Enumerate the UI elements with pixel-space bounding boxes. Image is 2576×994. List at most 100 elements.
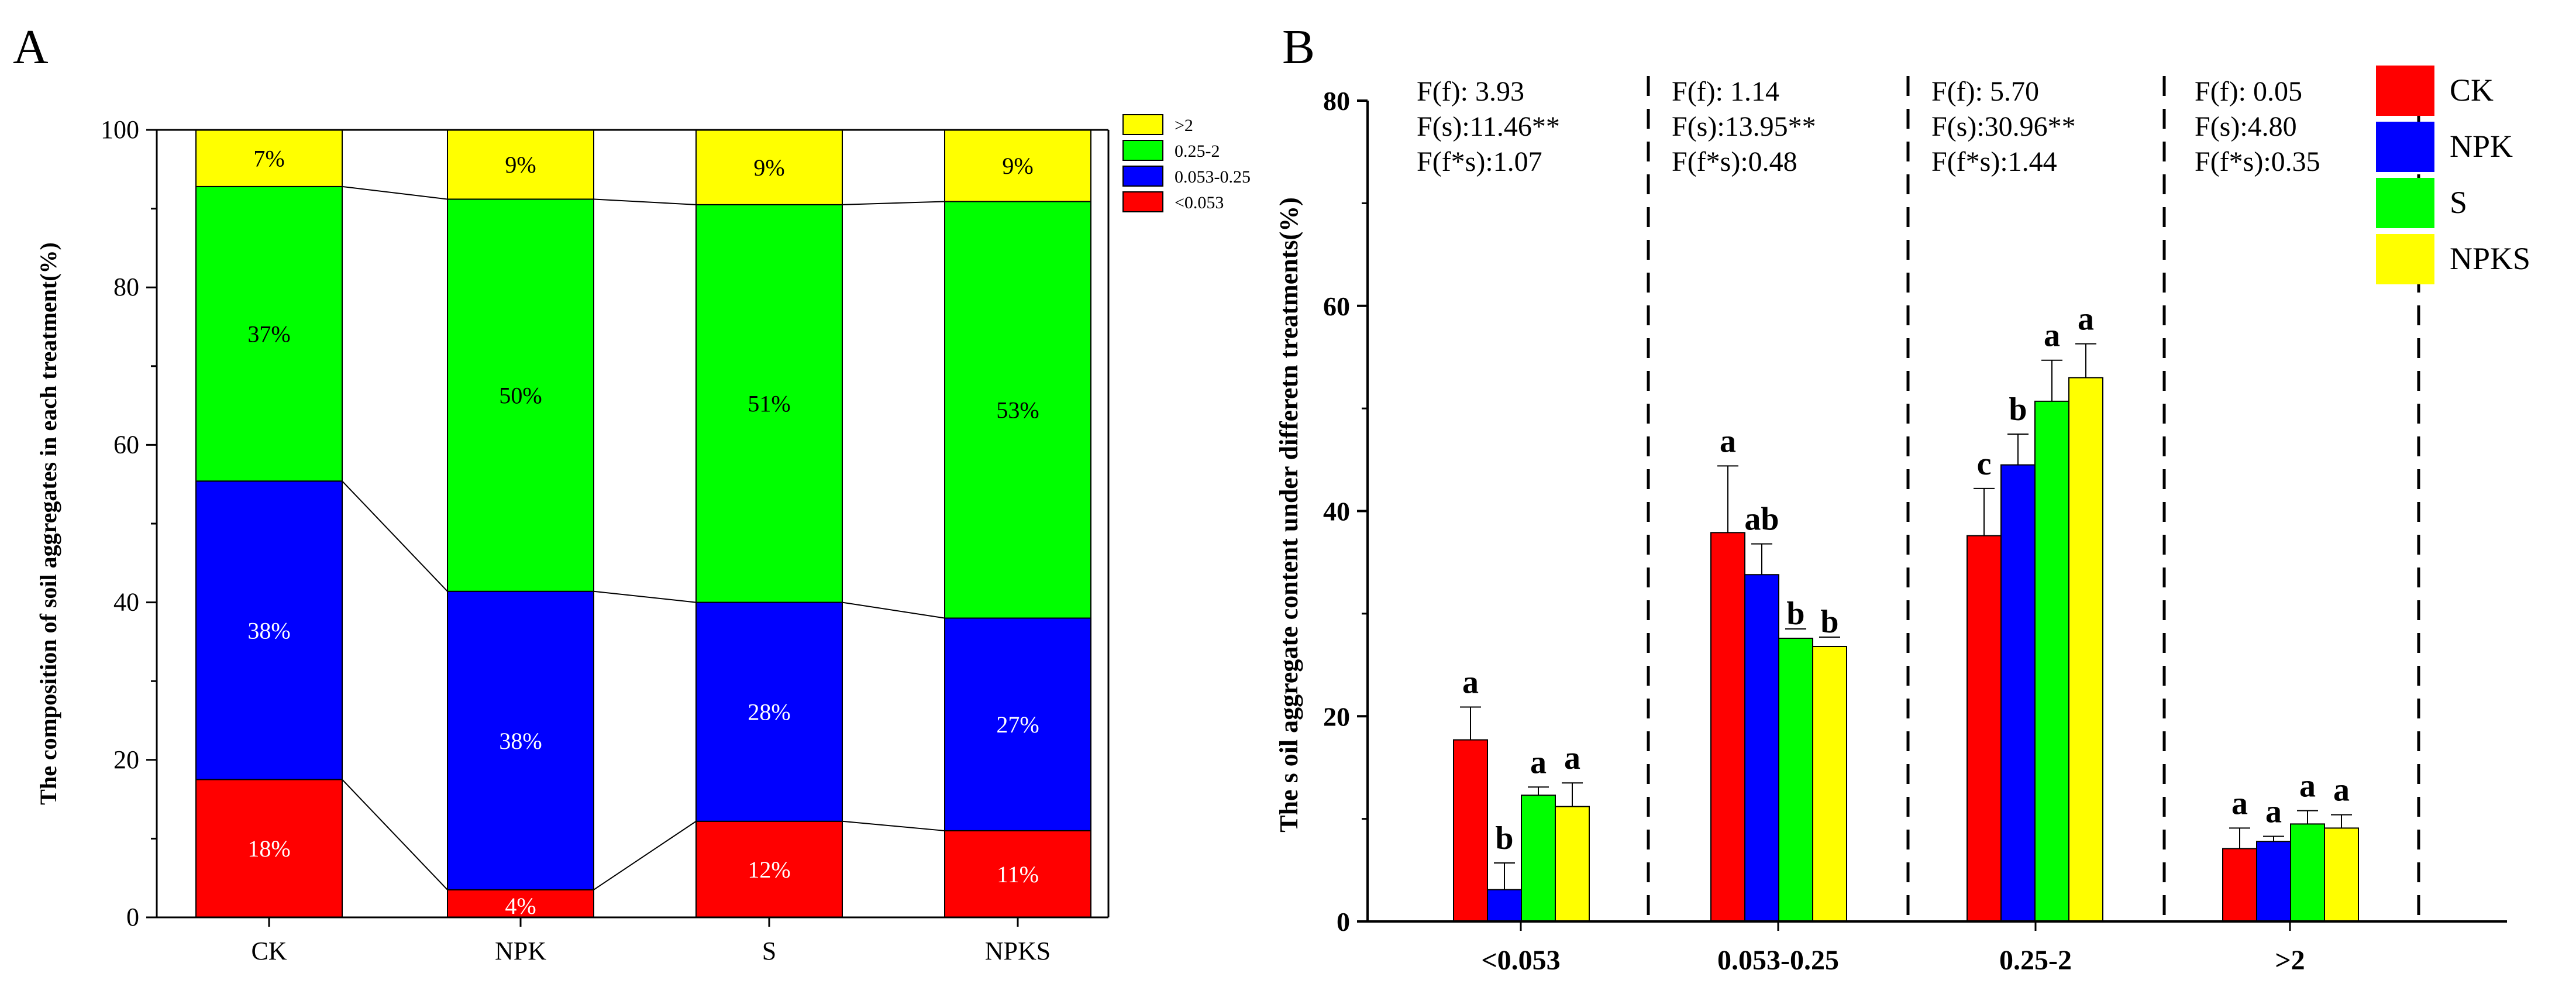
legend-label: NPK [2450, 129, 2513, 164]
significance-letter: b [2009, 391, 2027, 428]
segment-label: 18% [247, 835, 290, 862]
panel-label-b: B [1282, 20, 1315, 74]
stack-segment-NPKS-0 [944, 830, 1091, 918]
panel-label-a: A [13, 20, 49, 74]
segment-label: 28% [748, 699, 790, 725]
bar-NPKS-2 [2068, 377, 2103, 922]
significance-letter: a [2333, 772, 2350, 809]
segment-label: 4% [505, 893, 536, 919]
y-tick-label: 80 [1323, 86, 1350, 116]
anova-stat: F(f*s):1.07 [1417, 146, 1542, 177]
bar-S-3 [2290, 823, 2325, 923]
segment-label: 11% [997, 861, 1039, 888]
anova-stat: F(s):4.80 [2195, 111, 2297, 142]
significance-letter: c [1977, 446, 1992, 482]
x-tick-label: >2 [2275, 945, 2305, 976]
bar-S-0 [1521, 794, 1556, 922]
legend-swatch [2376, 66, 2434, 116]
bar-NPKS-0 [1555, 806, 1590, 922]
segment-label: 38% [499, 728, 542, 754]
segment-label: 37% [247, 321, 290, 348]
stack-segment-NPKS-3 [944, 129, 1091, 202]
bar-CK-0 [1453, 739, 1488, 923]
stack-segment-NPKS-1 [944, 617, 1091, 831]
stack-segment-S-1 [695, 601, 843, 822]
bar-CK-2 [1967, 535, 2002, 922]
panel-a: A 18% 4% 12% 11% 38% 38% 28% 27% 37% 50% 51% 53% 7% 9%… [13, 20, 1251, 965]
y-axis-label: The s oil aggregate content under differ… [1275, 197, 1303, 833]
y-tick-label: 40 [1323, 497, 1350, 527]
y-tick-label: 60 [113, 430, 139, 459]
legend-label: 0.25-2 [1175, 142, 1220, 161]
x-tick-label: 0.25-2 [1999, 945, 2072, 976]
x-tick-label: NPKS [985, 937, 1051, 965]
connector-line [842, 201, 945, 205]
segment-label: 27% [996, 711, 1039, 738]
significance-letter: a [2044, 318, 2060, 354]
stack-segment-CK-2 [195, 185, 343, 482]
legend-swatch [1122, 166, 1163, 187]
significance-letter: a [2265, 793, 2282, 830]
significance-letter: b [1786, 596, 1804, 632]
legend-swatch [1122, 114, 1163, 135]
significance-letter: a [1720, 423, 1736, 459]
x-tick-label: S [762, 937, 776, 965]
anova-stat: F(s):11.46** [1417, 111, 1560, 142]
connector-line [593, 198, 697, 205]
significance-letter: a [2078, 301, 2094, 338]
connector-line [593, 820, 697, 890]
bar-NPKS-3 [2324, 827, 2359, 922]
connector-line [342, 185, 448, 200]
y-tick-label: 80 [113, 273, 139, 301]
significance-letter: b [1495, 820, 1513, 857]
y-tick-label: 0 [1337, 907, 1350, 937]
x-tick-label: 0.053-0.25 [1717, 945, 1839, 976]
segment-label: 9% [505, 152, 536, 178]
bar-S-2 [2034, 400, 2069, 922]
legend-label: CK [2450, 73, 2494, 108]
y-tick-label: 20 [1323, 701, 1350, 731]
significance-letter: a [2299, 768, 2316, 804]
anova-stat: F(s):30.96** [1931, 111, 2076, 142]
significance-letter: a [2231, 785, 2248, 821]
anova-stat: F(f*s):0.48 [1672, 146, 1797, 177]
bar-S-1 [1778, 637, 1813, 922]
y-tick-label: 40 [113, 588, 139, 617]
legend-label: S [2450, 185, 2467, 220]
segment-label: 9% [753, 154, 784, 181]
connector-line [842, 601, 945, 619]
legend-swatch [2376, 122, 2434, 172]
x-tick-label: NPK [495, 937, 546, 965]
anova-stat: F(f*s):1.44 [1931, 146, 2057, 177]
bar-NPK-0 [1487, 889, 1522, 923]
y-tick-label: 0 [126, 903, 139, 931]
significance-letter: ab [1744, 501, 1779, 538]
stack-segment-CK-3 [195, 129, 343, 187]
legend-label: <0.053 [1175, 193, 1224, 212]
legend-swatch [1122, 191, 1163, 212]
legend-label: NPKS [2450, 241, 2530, 276]
x-tick-label: CK [251, 937, 287, 965]
legend-swatch [1122, 140, 1163, 161]
segment-label: 12% [748, 857, 790, 883]
significance-letter: a [1530, 744, 1547, 780]
stack-segment-NPKS-2 [944, 201, 1091, 619]
stack-segment-S-3 [695, 129, 843, 205]
x-tick-label: <0.053 [1481, 945, 1560, 976]
connector-line [342, 779, 448, 890]
bar-CK-1 [1710, 532, 1745, 922]
stack-segment-NPK-1 [447, 590, 594, 890]
stack-segment-CK-1 [195, 480, 343, 780]
segment-label: 9% [1002, 153, 1033, 179]
connector-line [593, 590, 697, 603]
segment-label: 38% [247, 617, 290, 644]
segment-label: 50% [499, 383, 542, 409]
stack-segment-S-2 [695, 204, 843, 603]
anova-stat: F(f*s):0.35 [2195, 146, 2320, 177]
y-axis-label: The composition of soil aggregates in ea… [35, 242, 61, 805]
stack-segment-CK-0 [195, 779, 343, 918]
stack-segment-NPK-2 [447, 198, 594, 592]
segment-label: 51% [748, 391, 790, 417]
